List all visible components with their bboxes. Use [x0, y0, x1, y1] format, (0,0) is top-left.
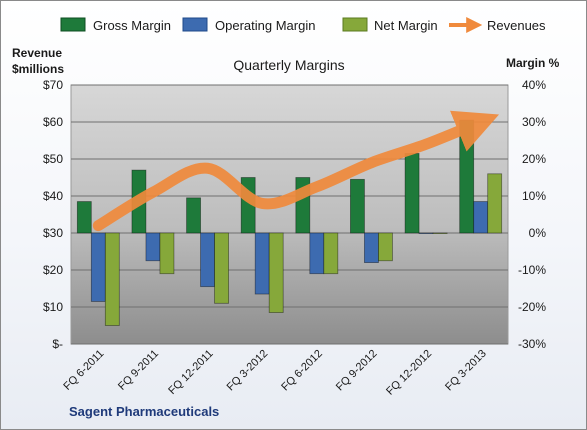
left-tick-label: $-	[52, 337, 63, 351]
bar-operating-margin	[418, 232, 434, 235]
bar-operating-margin	[90, 232, 106, 302]
bar-net-margin	[214, 232, 229, 304]
legend-label-net-margin: Net Margin	[374, 18, 438, 33]
bar-gross-margin	[186, 197, 201, 234]
left-tick-label: $50	[43, 152, 63, 166]
bar-operating-margin	[254, 232, 270, 295]
bar-operating-margin	[364, 232, 379, 264]
legend: Gross Margin Operating Margin Net Margin…	[60, 17, 546, 33]
bar-net-margin	[104, 232, 120, 326]
right-tick-label: 0%	[529, 226, 547, 240]
left-axis-title-line2: $millions	[12, 62, 64, 76]
bar-operating-margin	[309, 232, 325, 275]
left-axis-ticks: $70 $60 $50 $40 $30 $20 $10 $-	[43, 78, 63, 351]
revenues-line	[92, 110, 500, 232]
right-tick-label: -20%	[518, 300, 546, 314]
left-tick-label: $10	[43, 300, 63, 314]
bar-operating-margin	[473, 201, 489, 234]
right-tick-label: 20%	[522, 152, 546, 166]
legend-label-revenues: Revenues	[487, 18, 546, 33]
left-tick-label: $20	[43, 263, 63, 277]
bar-net-margin	[268, 232, 284, 313]
right-tick-label: 30%	[522, 115, 546, 129]
right-tick-label: 40%	[522, 78, 546, 92]
right-axis-title: Margin %	[506, 56, 560, 70]
bar-gross-margin	[76, 201, 92, 234]
bar-operating-margin	[145, 232, 161, 262]
company-name: Sagent Pharmaceuticals	[69, 404, 219, 419]
bar-net-margin	[487, 173, 503, 234]
category-label: FQ 12-2011	[166, 348, 215, 397]
category-label: FQ 12-2012	[384, 348, 434, 398]
bar-gross-margin	[459, 119, 475, 234]
left-axis-title-line1: Revenue	[12, 46, 62, 60]
bar-net-margin	[159, 232, 175, 275]
category-labels: FQ 6-2011 FQ 9-2011 FQ 12-2011 FQ 3-2012 FQ …	[61, 348, 488, 398]
right-tick-label: -30%	[518, 337, 546, 351]
bar-gross-margin	[350, 178, 365, 234]
left-tick-label: $40	[43, 189, 63, 203]
legend-swatch-gross-margin	[60, 17, 86, 32]
bar-net-margin	[432, 232, 448, 235]
bar-net-margin	[323, 232, 339, 275]
bar-gross-margin	[404, 153, 420, 234]
category-label: FQ 9-2012	[334, 348, 380, 394]
revenue-line	[92, 110, 500, 232]
chart-title: Quarterly Margins	[233, 57, 344, 73]
right-axis-ticks: 40% 30% 20% 10% 0% -10% -20% -30%	[518, 78, 546, 351]
category-label: FQ 3-2012	[225, 348, 271, 394]
category-label: FQ 9-2011	[116, 348, 161, 393]
category-label: FQ 3-2013	[443, 348, 489, 394]
category-label: FQ 6-2011	[61, 348, 106, 393]
bar-operating-margin	[200, 232, 215, 288]
legend-swatch-net-margin	[342, 17, 368, 32]
left-tick-label: $70	[43, 78, 63, 92]
left-tick-label: $60	[43, 115, 63, 129]
right-tick-label: -10%	[518, 263, 546, 277]
legend-label-gross-margin: Gross Margin	[93, 18, 171, 33]
bar-net-margin	[378, 232, 393, 262]
left-tick-label: $30	[43, 226, 63, 240]
legend-swatch-operating-margin	[182, 17, 208, 32]
legend-label-operating-margin: Operating Margin	[215, 18, 315, 33]
category-label: FQ 6-2012	[279, 348, 325, 394]
right-tick-label: 10%	[522, 189, 546, 203]
